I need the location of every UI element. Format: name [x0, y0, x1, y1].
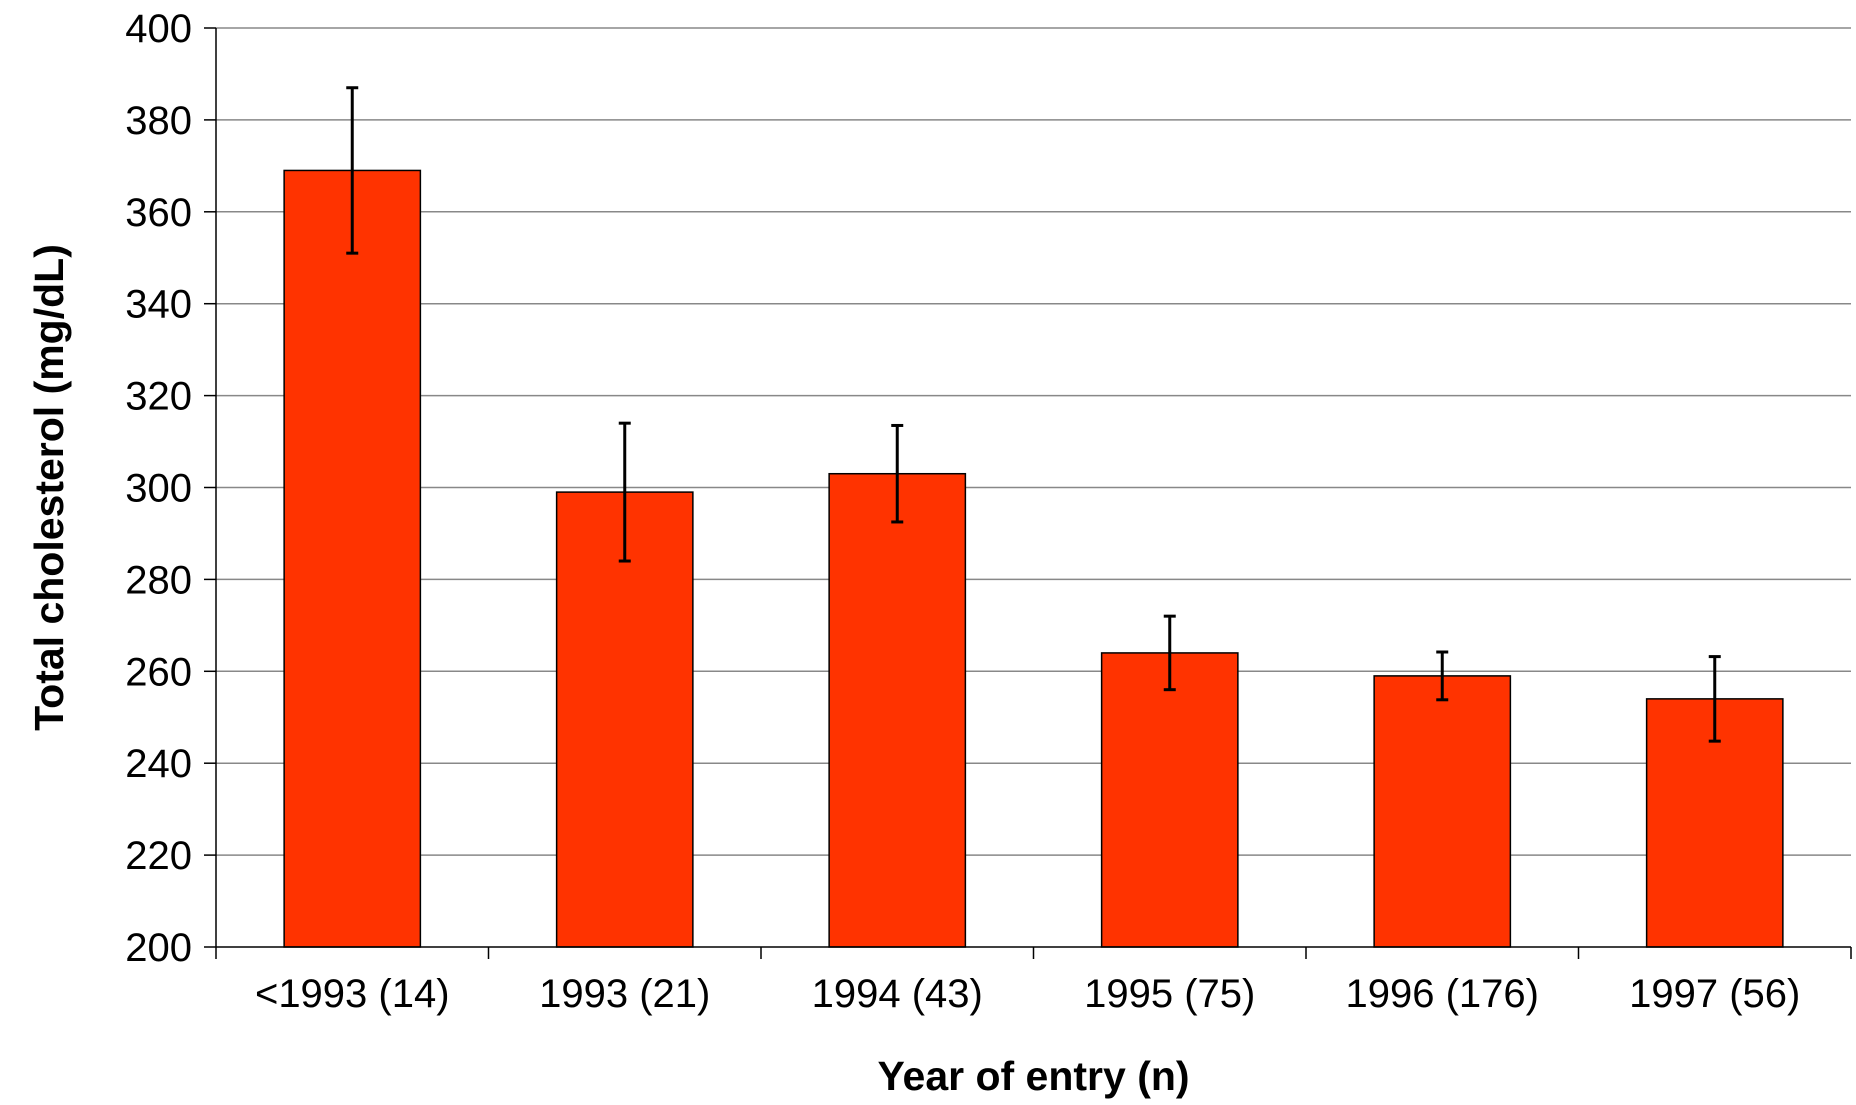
- bar: [283, 169, 422, 948]
- axes: [204, 27, 1852, 959]
- y-tick-label: 340: [125, 283, 192, 327]
- bars: [283, 169, 1784, 948]
- x-axis-title: Year of entry (n): [877, 1053, 1189, 1099]
- y-tick-label: 380: [125, 99, 192, 143]
- x-tick-label: 1997 (56): [1629, 972, 1800, 1016]
- gridlines: [216, 27, 1851, 856]
- x-tick-label: 1994 (43): [812, 972, 983, 1016]
- y-tick-label: 320: [125, 375, 192, 419]
- y-tick-label: 260: [125, 650, 192, 694]
- y-tick-label: 220: [125, 834, 192, 878]
- error-bars: [346, 86, 1721, 743]
- y-tick-label: 280: [125, 558, 192, 602]
- bar: [1100, 652, 1239, 948]
- y-tick-label: 200: [125, 926, 192, 970]
- x-tick-label: 1996 (176): [1346, 972, 1539, 1016]
- x-tick-label: <1993 (14): [255, 972, 450, 1016]
- bar: [828, 472, 967, 948]
- y-tick-label: 360: [125, 191, 192, 235]
- bar: [1373, 675, 1512, 948]
- x-tick-label: 1993 (21): [539, 972, 710, 1016]
- y-tick-label: 240: [125, 742, 192, 786]
- x-tick-labels: <1993 (14) 1993 (21) 1994 (43) 1995 (75) 199…: [255, 972, 1800, 1016]
- y-tick-label: 400: [125, 7, 192, 51]
- y-axis-title: Total cholesterol (mg/dL): [26, 244, 72, 731]
- y-tick-labels: 200 220 240 260 280 300 320 340 360 380 400: [125, 7, 192, 970]
- x-tick-label: 1995 (75): [1084, 972, 1255, 1016]
- y-tick-label: 300: [125, 467, 192, 511]
